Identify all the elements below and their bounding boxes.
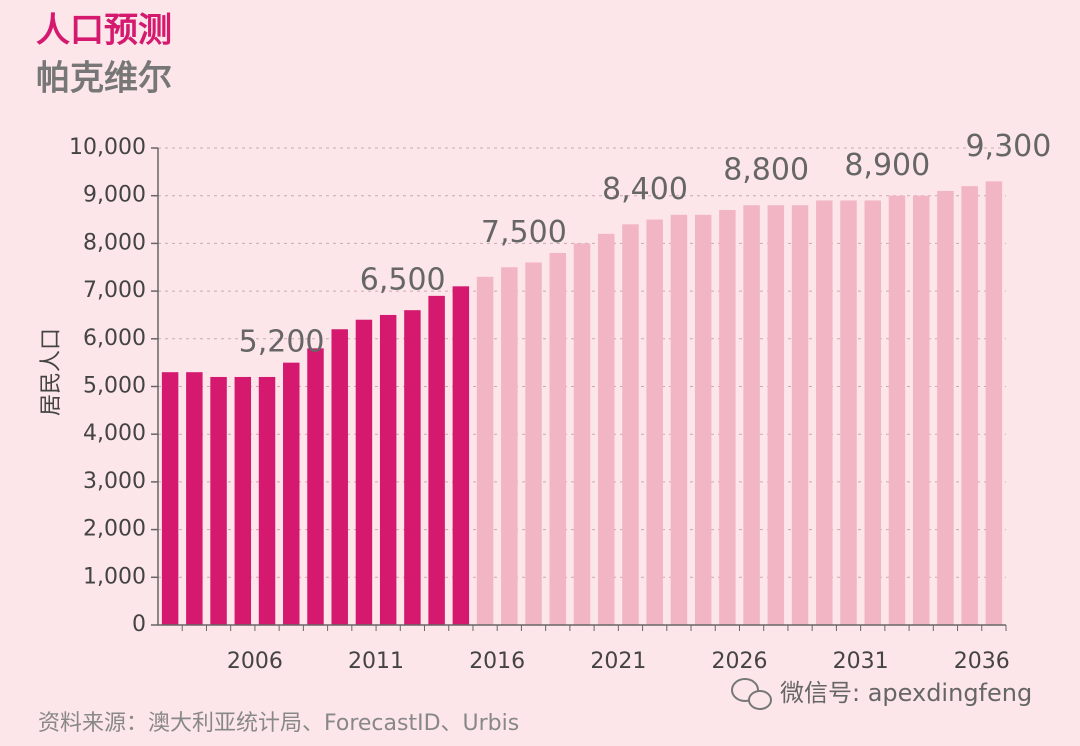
bar — [694, 214, 712, 625]
bar — [331, 329, 348, 625]
bar — [476, 276, 494, 625]
y-tick-label: 7,000 — [83, 278, 146, 303]
x-tick-label: 2031 — [833, 649, 889, 674]
bar — [597, 233, 615, 626]
source: 资料来源：澳大利亚统计局、ForecastID、Urbis — [38, 711, 519, 736]
bar — [985, 181, 1003, 625]
bar — [307, 348, 324, 625]
x-tick-label: 2036 — [954, 649, 1010, 674]
bar — [767, 205, 785, 626]
annotation: 8,400 — [602, 172, 688, 207]
bar — [525, 262, 542, 625]
y-tick-label: 5,000 — [83, 374, 146, 399]
x-tick-label: 2016 — [469, 649, 525, 674]
bar — [840, 200, 857, 625]
bar — [234, 376, 252, 625]
bar — [670, 214, 688, 625]
annotation: 6,500 — [360, 262, 446, 297]
y-axis-label: 居民人口 — [39, 328, 64, 416]
x-tick-label: 2011 — [348, 649, 404, 674]
bar — [622, 224, 639, 625]
bar — [379, 314, 397, 625]
y-tick-label: 10,000 — [69, 135, 146, 160]
watermark: 微信号: apexdingfeng — [780, 679, 1032, 707]
x-tick-label: 2026 — [711, 649, 767, 674]
bar — [573, 243, 591, 625]
bar — [161, 372, 179, 625]
x-tick-label: 2006 — [227, 649, 283, 674]
annotation: 9,300 — [965, 129, 1051, 164]
chart-subtitle: 帕克维尔 — [36, 59, 172, 99]
bar — [428, 295, 445, 625]
bar — [961, 186, 978, 625]
bar — [888, 195, 906, 625]
annotation: 7,500 — [481, 215, 567, 250]
annotation: 8,900 — [844, 148, 930, 183]
bar — [743, 205, 760, 626]
bar — [210, 376, 227, 625]
bar — [549, 252, 567, 625]
bar — [283, 362, 300, 625]
y-tick-label: 0 — [132, 612, 146, 637]
bar — [912, 195, 930, 625]
bar — [816, 200, 833, 625]
y-tick-label: 8,000 — [83, 230, 146, 255]
bar — [186, 372, 203, 625]
bar — [404, 310, 421, 625]
y-tick-label: 9,000 — [83, 183, 146, 208]
bar — [258, 376, 276, 625]
y-tick-label: 2,000 — [83, 517, 146, 542]
bar — [646, 219, 663, 626]
y-tick-label: 6,000 — [83, 326, 146, 351]
chart-title: 人口预测 — [36, 11, 172, 51]
y-tick-label: 1,000 — [83, 564, 146, 589]
y-tick-label: 4,000 — [83, 421, 146, 446]
bar — [937, 190, 954, 625]
annotation: 8,800 — [723, 153, 809, 188]
bar — [452, 286, 470, 625]
x-tick-label: 2021 — [590, 649, 646, 674]
wechat-icon — [731, 678, 772, 710]
bar — [355, 319, 373, 625]
bar — [501, 267, 518, 625]
bar — [791, 205, 809, 626]
annotation: 5,200 — [239, 324, 325, 359]
bar — [864, 200, 881, 625]
bar — [719, 210, 736, 625]
y-tick-label: 3,000 — [83, 469, 146, 494]
